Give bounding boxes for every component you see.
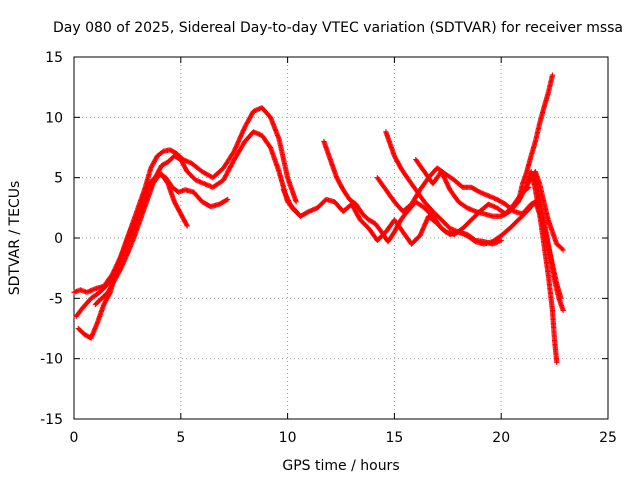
x-tick-label: 10	[279, 430, 297, 446]
data-point	[498, 237, 504, 244]
series-sat-j	[515, 72, 556, 205]
data-point	[184, 223, 190, 229]
x-tick-labels: 0 5 10 15 20 25	[70, 430, 617, 446]
data-point	[560, 307, 566, 313]
series-sat-h	[383, 129, 566, 313]
y-tick-label: 0	[54, 231, 63, 247]
x-axis-title: GPS time / hours	[282, 458, 399, 474]
y-tick-label: -15	[40, 412, 63, 428]
y-tick-labels: 15 10 5 0 -5 -10 -15	[40, 50, 63, 428]
y-axis-title: SDTVAR / TECUs	[7, 181, 23, 296]
x-tick-label: 0	[70, 430, 79, 446]
data-point	[476, 188, 482, 195]
data-point	[225, 196, 231, 202]
data-point	[132, 218, 138, 224]
series-sat-g	[374, 165, 543, 217]
series-sat-l	[532, 175, 564, 301]
data-point	[558, 295, 564, 301]
data-point	[117, 266, 124, 272]
grid	[73, 56, 609, 420]
y-tick-label: 10	[45, 110, 63, 126]
data-point	[554, 359, 560, 365]
x-tick-label: 25	[599, 430, 617, 446]
series-sat-c	[75, 171, 190, 341]
data-point	[184, 222, 190, 228]
data-point	[549, 72, 556, 78]
series-sat-b	[73, 129, 301, 320]
data-point	[305, 209, 311, 215]
axis-ticks	[73, 56, 609, 420]
chart-title: Day 080 of 2025, Sidereal Day-to-day VTE…	[53, 20, 623, 36]
series-sat-d	[92, 171, 231, 307]
y-tick-label: -5	[49, 291, 63, 307]
data-point	[293, 199, 299, 205]
data-point	[224, 197, 230, 203]
x-tick-label: 20	[492, 430, 510, 446]
series-layer	[71, 72, 566, 365]
data-point	[560, 247, 566, 253]
x-tick-label: 5	[176, 430, 185, 446]
data-point	[160, 149, 166, 155]
y-tick-label: 5	[54, 171, 63, 187]
y-tick-label: 15	[45, 50, 63, 66]
series-sat-a	[71, 105, 299, 295]
x-tick-label: 15	[385, 430, 403, 446]
data-point	[471, 238, 478, 244]
y-tick-label: -10	[40, 352, 63, 368]
